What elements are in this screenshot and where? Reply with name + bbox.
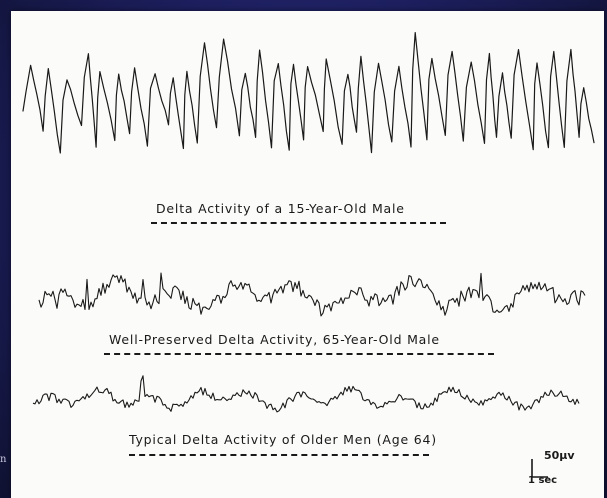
eeg-trace-age-64 bbox=[32, 375, 580, 413]
eeg-figure-panel: Delta Activity of a 15-Year-Old Male Wel… bbox=[11, 11, 604, 498]
eeg-trace-15-year-old bbox=[22, 32, 595, 154]
scale-amplitude-label: 50µv bbox=[544, 449, 575, 462]
scale-time-label: 1 sec bbox=[528, 475, 558, 486]
caption-trace-3: Typical Delta Activity of Older Men (Age… bbox=[129, 432, 437, 447]
caption-trace-1: Delta Activity of a 15-Year-Old Male bbox=[156, 201, 405, 216]
eeg-trace-65-year-old bbox=[38, 272, 586, 317]
caption-underline-1 bbox=[151, 222, 446, 224]
caption-trace-2: Well-Preserved Delta Activity, 65-Year-O… bbox=[109, 332, 440, 347]
caption-underline-3 bbox=[129, 454, 429, 456]
stray-text: n bbox=[0, 454, 7, 465]
eeg-traces-svg bbox=[22, 32, 595, 478]
scale-bar-icon bbox=[531, 459, 548, 478]
caption-underline-2 bbox=[104, 353, 494, 355]
